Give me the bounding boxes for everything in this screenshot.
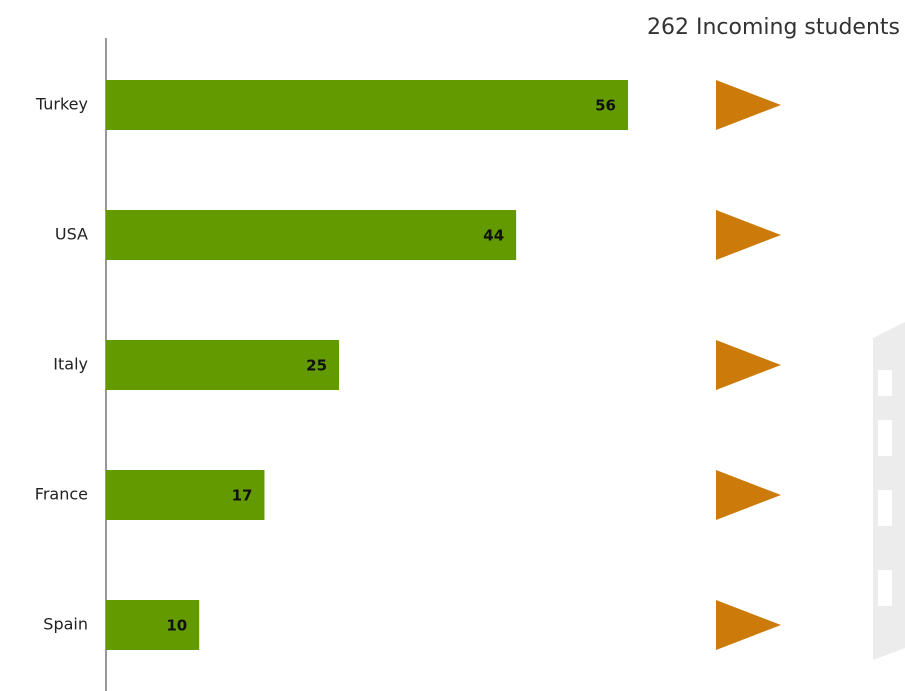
arrow (716, 600, 781, 650)
window (878, 370, 892, 396)
value-label: 44 (483, 227, 504, 245)
category-label: Italy (53, 355, 88, 374)
value-label: 17 (232, 487, 253, 505)
value-label: 56 (595, 97, 616, 115)
window (878, 570, 892, 606)
window (878, 490, 892, 526)
value-label: 10 (166, 617, 187, 635)
bar (106, 600, 200, 650)
category-label: France (35, 485, 88, 504)
category-label: Turkey (35, 95, 88, 114)
arrow (716, 210, 781, 260)
arrow (716, 80, 781, 130)
chart-title: 262 Incoming students (647, 15, 900, 40)
window (878, 420, 892, 456)
arrow (716, 340, 781, 390)
arrow (716, 470, 781, 520)
bar (106, 470, 265, 520)
category-label: USA (55, 225, 88, 244)
bar (106, 340, 340, 390)
value-label: 25 (306, 357, 327, 375)
bar (106, 210, 517, 260)
decoration (716, 80, 905, 660)
category-label: Spain (43, 615, 88, 634)
bar (106, 80, 628, 130)
